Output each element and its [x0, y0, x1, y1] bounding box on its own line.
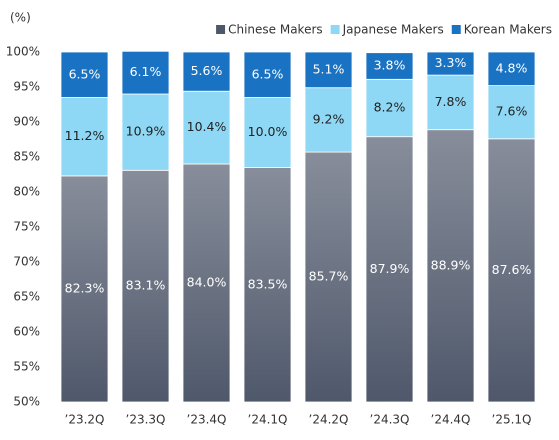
- value-label: 6.5%: [252, 66, 284, 81]
- value-label: 10.9%: [126, 124, 166, 139]
- value-label: 83.1%: [126, 278, 166, 293]
- x-tick-label: ’24.3Q: [370, 413, 410, 427]
- bar-segment: [426, 74, 475, 131]
- bar-segment: [182, 51, 231, 92]
- bar-segment: [243, 167, 292, 403]
- bar-segment: [182, 163, 231, 403]
- value-label: 8.2%: [374, 100, 406, 115]
- bar-segment: [243, 97, 292, 168]
- value-label: 84.0%: [187, 275, 227, 290]
- y-tick-label: 60%: [13, 325, 40, 339]
- bar-segment: [304, 51, 353, 89]
- bar-segment: [365, 136, 414, 403]
- x-tick-label: ’24.1Q: [248, 413, 288, 427]
- y-tick-label: 70%: [13, 255, 40, 269]
- bar-segment: [60, 51, 109, 98]
- bar-segment: [487, 138, 536, 403]
- bar-segment: [121, 50, 170, 95]
- value-label: 87.6%: [492, 262, 532, 277]
- bar-segment: [121, 169, 170, 403]
- bar-segment: [487, 85, 536, 140]
- value-label: 82.3%: [65, 280, 105, 295]
- legend-swatch: [216, 25, 226, 34]
- legend-label: Japanese Makers: [342, 23, 444, 37]
- y-tick-label: 55%: [13, 360, 40, 374]
- y-axis-label: (%): [10, 11, 31, 25]
- value-label: 88.9%: [431, 257, 471, 272]
- y-tick-label: 100%: [6, 45, 40, 59]
- x-tick-label: ’23.4Q: [187, 413, 227, 427]
- value-label: 6.5%: [69, 66, 101, 81]
- bar-segment: [304, 151, 353, 403]
- bar-segment: [487, 51, 536, 86]
- y-tick-label: 50%: [13, 395, 40, 409]
- value-label: 7.8%: [435, 94, 467, 109]
- x-tick-label: ’24.2Q: [309, 413, 349, 427]
- y-tick-label: 90%: [13, 115, 40, 129]
- bar-segment: [182, 90, 231, 165]
- legend-swatch: [330, 25, 340, 34]
- legend-swatch: [451, 25, 461, 34]
- x-tick-label: ’23.3Q: [126, 413, 166, 427]
- y-tick-label: 85%: [13, 150, 40, 164]
- legend-label: Korean Makers: [464, 23, 552, 37]
- bar-segment: [365, 52, 414, 80]
- bar-segment: [60, 175, 109, 403]
- value-label: 5.6%: [191, 63, 223, 78]
- legend-label: Chinese Makers: [228, 23, 323, 37]
- value-label: 83.5%: [248, 276, 288, 291]
- bar-segment: [426, 51, 475, 76]
- y-tick-label: 65%: [13, 290, 40, 304]
- value-label: 11.2%: [65, 128, 105, 143]
- value-label: 10.0%: [248, 124, 288, 139]
- bar-segment: [60, 97, 109, 177]
- x-tick-label: ’25.1Q: [492, 413, 532, 427]
- x-tick-label: ’23.2Q: [65, 413, 105, 427]
- x-tick-label: ’24.4Q: [431, 413, 471, 427]
- y-tick-label: 75%: [13, 220, 40, 234]
- value-label: 9.2%: [313, 111, 345, 126]
- y-tick-label: 80%: [13, 185, 40, 199]
- bar-segment: [365, 78, 414, 138]
- y-tick-label: 95%: [13, 80, 40, 94]
- value-label: 10.4%: [187, 119, 227, 134]
- value-label: 85.7%: [309, 269, 349, 284]
- value-label: 7.6%: [496, 104, 528, 119]
- bar-segment: [426, 129, 475, 403]
- value-label: 5.1%: [313, 61, 345, 76]
- value-label: 3.3%: [435, 55, 467, 70]
- value-label: 6.1%: [130, 64, 162, 79]
- value-label: 87.9%: [370, 261, 410, 276]
- bar-segment: [243, 51, 292, 98]
- value-label: 4.8%: [496, 60, 528, 75]
- value-label: 3.8%: [374, 58, 406, 73]
- bar-segment: [121, 93, 170, 171]
